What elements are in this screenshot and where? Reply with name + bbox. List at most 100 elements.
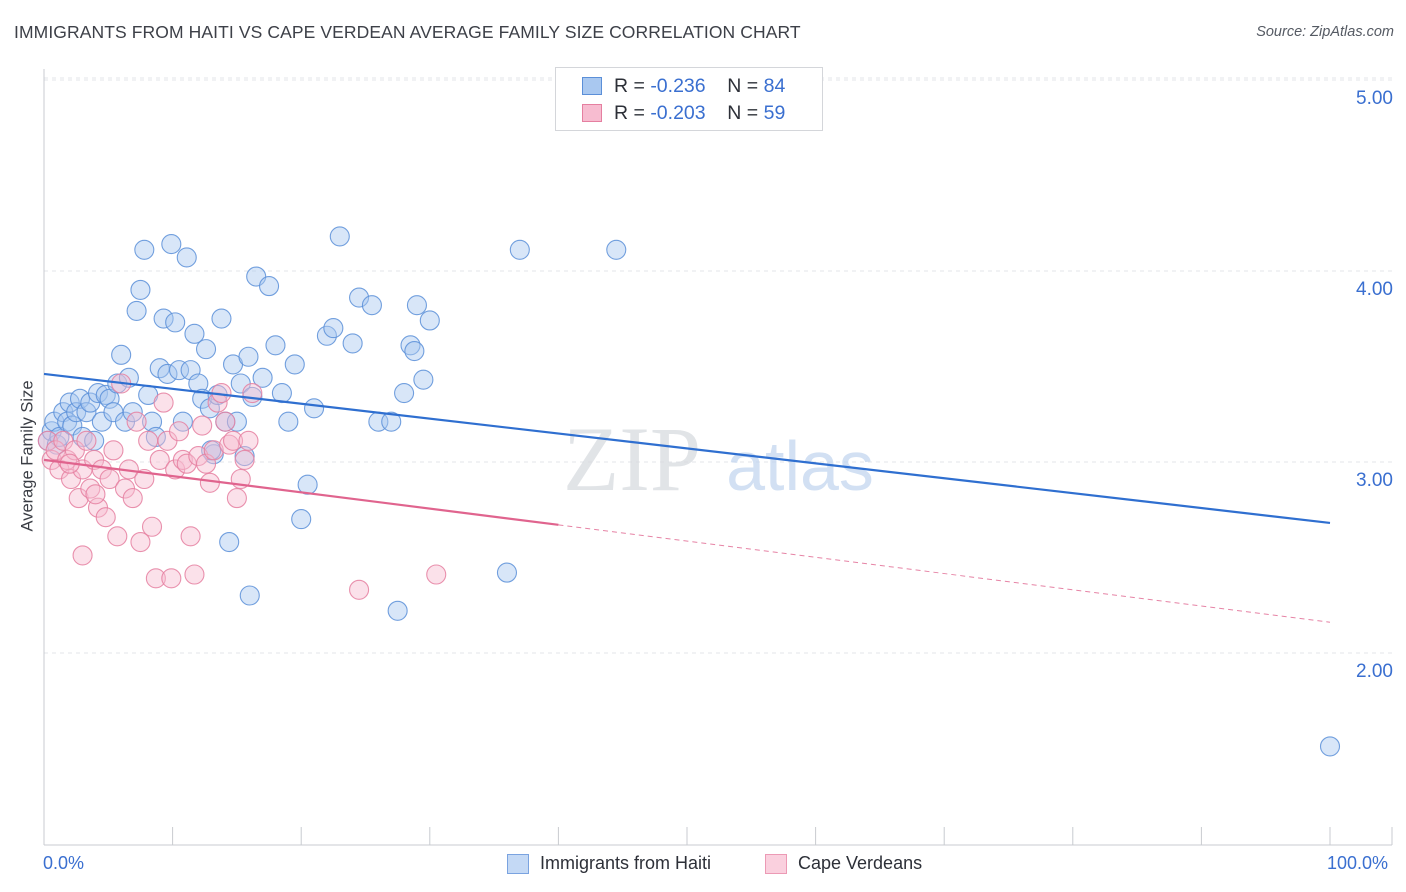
point-haiti <box>157 363 178 385</box>
trend-line-haiti <box>43 372 1331 525</box>
point-haiti <box>252 367 273 388</box>
point-haiti <box>381 411 402 432</box>
source-label: Source: ZipAtlas.com <box>1256 24 1394 40</box>
axes <box>43 69 1393 846</box>
bottom-legend-label-haiti: Immigrants from Haiti <box>540 853 712 873</box>
point-haiti <box>130 279 151 300</box>
point-haiti <box>419 310 440 331</box>
point-capeverde <box>95 507 116 528</box>
point-capeverde <box>103 440 124 461</box>
point-capeverde <box>203 440 224 461</box>
point-capeverde <box>215 411 236 432</box>
point-haiti <box>168 360 190 381</box>
point-capeverde <box>172 449 193 470</box>
point-capeverde <box>130 531 151 553</box>
point-capeverde <box>238 430 259 451</box>
point-capeverde <box>122 488 143 509</box>
point-haiti <box>126 300 147 321</box>
chart-title: IMMIGRANTS FROM HAITI VS CAPE VERDEAN AV… <box>14 22 801 42</box>
point-haiti <box>406 295 427 316</box>
legend-n-label: N = <box>727 75 764 97</box>
bottom-legend-label-capeverde: Cape Verdeans <box>798 853 923 873</box>
point-haiti <box>265 335 286 356</box>
point-haiti <box>394 382 415 404</box>
y-tick-label: 3.00 <box>1356 470 1393 491</box>
point-capeverde <box>141 516 163 537</box>
legend-r-value: -0.236 <box>650 75 706 97</box>
point-capeverde <box>72 545 93 566</box>
legend-r-label: R = <box>614 102 651 124</box>
point-haiti <box>134 239 155 260</box>
y-tick-label: 5.00 <box>1356 88 1393 109</box>
point-haiti <box>349 287 370 308</box>
point-capeverde <box>85 484 106 505</box>
point-haiti <box>66 402 87 423</box>
point-haiti <box>278 411 299 432</box>
point-capeverde <box>168 421 190 442</box>
legend-n-value: 59 <box>763 102 786 124</box>
point-capeverde <box>184 564 205 585</box>
point-haiti <box>176 247 197 268</box>
point-haiti <box>404 340 425 362</box>
point-capeverde <box>149 449 170 470</box>
point-capeverde <box>234 449 255 470</box>
point-capeverde <box>219 434 240 455</box>
point-haiti <box>329 226 350 247</box>
point-haiti <box>323 318 344 339</box>
point-capeverde <box>153 392 174 413</box>
y-tick-label: 2.00 <box>1356 661 1393 682</box>
point-haiti <box>62 415 83 436</box>
point-haiti <box>184 323 205 344</box>
point-capeverde <box>107 526 128 547</box>
point-capeverde <box>199 472 220 493</box>
point-haiti <box>509 239 530 260</box>
point-capeverde <box>426 564 447 585</box>
y-tick-label: 4.00 <box>1356 279 1393 300</box>
point-haiti <box>165 312 186 333</box>
y-tick-labels: 2.00 3.00 4.00 5.00 <box>1356 88 1393 682</box>
bottom-legend-swatch-capeverde <box>765 854 787 874</box>
watermark: ZIP atlas <box>563 408 874 510</box>
legend-n-value: 84 <box>763 75 786 97</box>
point-haiti <box>226 411 247 432</box>
watermark-atlas: atlas <box>726 427 874 505</box>
point-capeverde <box>188 446 209 467</box>
point-haiti <box>284 354 305 375</box>
x-axis-min-label: 0.0% <box>43 853 85 873</box>
point-capeverde <box>161 568 182 589</box>
point-capeverde <box>76 430 97 451</box>
point-capeverde <box>222 430 244 451</box>
trend-line-capeverde-extrapolated <box>558 524 1331 623</box>
x-axis-max-label: 100.0% <box>1327 853 1389 873</box>
point-haiti <box>195 339 217 360</box>
point-capeverde <box>99 468 120 490</box>
point-haiti <box>211 308 232 329</box>
point-haiti <box>258 276 280 297</box>
point-haiti <box>496 562 518 583</box>
point-haiti <box>1319 736 1341 757</box>
watermark-zip: ZIP <box>563 408 701 510</box>
point-haiti <box>111 344 132 365</box>
series-haiti-points <box>37 226 1341 757</box>
point-haiti <box>219 531 240 553</box>
legend-r-value: -0.203 <box>650 102 706 124</box>
point-haiti <box>238 346 259 367</box>
point-haiti <box>87 382 109 404</box>
point-capeverde <box>138 430 159 451</box>
point-haiti <box>606 239 627 260</box>
legend-swatch-haiti <box>582 77 602 95</box>
series-capeverde-points <box>37 373 447 600</box>
legend-r-label: R = <box>614 75 651 97</box>
point-haiti <box>141 411 163 432</box>
point-capeverde <box>145 568 166 589</box>
point-haiti <box>413 369 434 390</box>
point-haiti <box>304 398 325 419</box>
point-capeverde <box>226 488 247 509</box>
trend-lines <box>43 372 1331 623</box>
point-capeverde <box>192 415 213 436</box>
bottom-legend-swatch-haiti <box>507 854 529 874</box>
point-haiti <box>291 509 312 530</box>
legend: R = -0.236 N = 84 R = -0.203 N = 59 <box>555 67 823 131</box>
point-capeverde <box>180 526 201 547</box>
